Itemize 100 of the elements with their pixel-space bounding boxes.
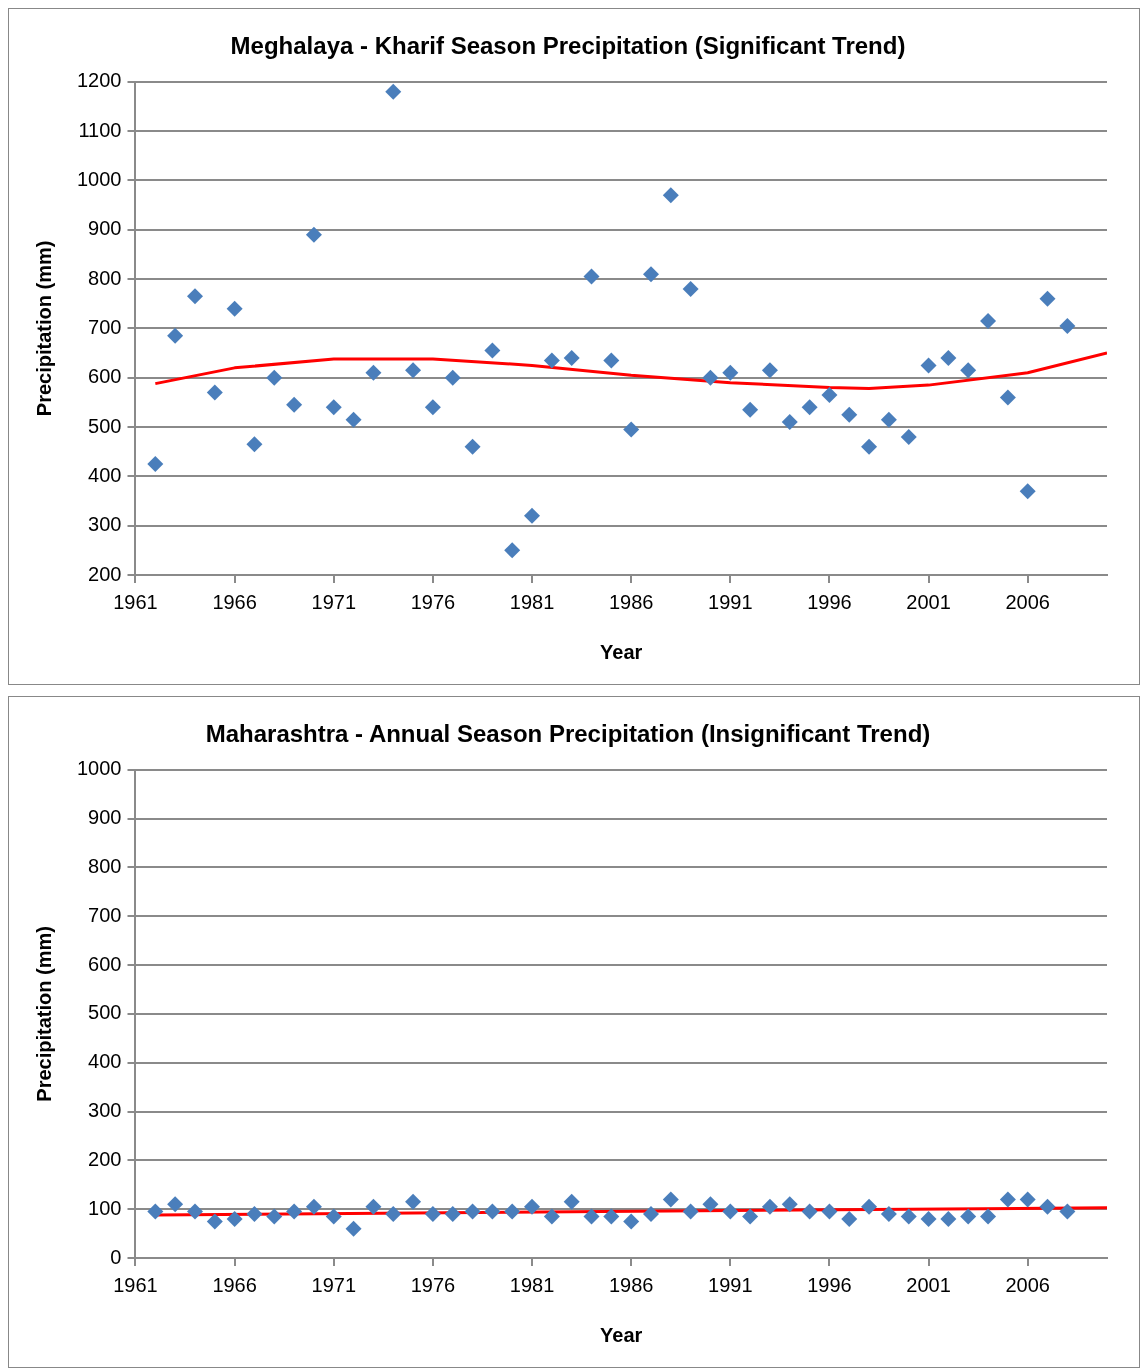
point xyxy=(504,542,521,559)
point xyxy=(543,352,560,369)
x-axis-title: Year xyxy=(600,640,643,663)
point xyxy=(742,1208,759,1225)
point xyxy=(305,226,322,243)
y-tick-label: 800 xyxy=(88,266,122,289)
y-tick-label: 700 xyxy=(88,315,122,338)
x-tick-label: 1961 xyxy=(113,590,158,613)
point xyxy=(186,1203,203,1220)
y-tick-label: 1000 xyxy=(76,757,122,780)
x-tick-label: 1971 xyxy=(311,590,357,613)
point xyxy=(999,389,1016,406)
point xyxy=(880,1206,897,1223)
point xyxy=(385,83,402,100)
point xyxy=(623,1213,640,1230)
point xyxy=(266,369,283,386)
point xyxy=(940,1210,957,1227)
point xyxy=(1019,1191,1036,1208)
point xyxy=(880,411,897,428)
point xyxy=(801,1203,818,1220)
x-tick-label: 1986 xyxy=(608,590,654,613)
point xyxy=(167,327,184,344)
y-tick-label: 600 xyxy=(88,365,122,388)
y-tick-label: 500 xyxy=(88,1001,122,1024)
y-tick-label: 800 xyxy=(88,854,122,877)
point xyxy=(563,1193,580,1210)
point xyxy=(960,362,977,379)
y-tick-label: 900 xyxy=(88,217,122,240)
y-tick-label: 400 xyxy=(88,463,122,486)
point xyxy=(464,1203,481,1220)
point xyxy=(603,352,620,369)
point xyxy=(325,1208,342,1225)
point xyxy=(682,1203,699,1220)
y-tick-label: 1000 xyxy=(76,167,122,190)
y-axis-title: Precipitation (mm) xyxy=(32,926,55,1102)
x-tick-label: 1981 xyxy=(509,1273,555,1296)
point xyxy=(702,369,719,386)
x-tick-label: 1966 xyxy=(212,1273,257,1296)
point xyxy=(821,1203,838,1220)
point xyxy=(504,1203,521,1220)
y-axis-title: Precipitation (mm) xyxy=(32,240,55,417)
point xyxy=(186,288,203,305)
point xyxy=(464,438,481,455)
point xyxy=(246,436,263,453)
point xyxy=(266,1208,283,1225)
point xyxy=(206,384,223,401)
point xyxy=(147,1203,164,1220)
point xyxy=(900,428,917,445)
point xyxy=(286,396,303,413)
point xyxy=(524,507,541,524)
point xyxy=(980,1208,997,1225)
point xyxy=(345,1220,362,1237)
y-tick-label: 400 xyxy=(88,1050,122,1073)
point xyxy=(920,1210,937,1227)
y-tick-label: 300 xyxy=(88,1099,122,1122)
x-tick-label: 1991 xyxy=(708,1273,753,1296)
point xyxy=(226,1210,243,1227)
point xyxy=(960,1208,977,1225)
point xyxy=(761,1198,778,1215)
point xyxy=(722,1203,739,1220)
x-tick-label: 1986 xyxy=(608,1273,654,1296)
point xyxy=(583,268,600,285)
x-tick-label: 1976 xyxy=(410,590,456,613)
point xyxy=(1059,317,1076,334)
point xyxy=(623,421,640,438)
point xyxy=(1059,1203,1076,1220)
point xyxy=(543,1208,560,1225)
point xyxy=(365,364,382,381)
y-tick-label: 700 xyxy=(88,903,122,926)
point xyxy=(444,1206,461,1223)
chart-title: Meghalaya - Kharif Season Precipitation (Significant Trend) xyxy=(230,32,906,60)
point xyxy=(405,362,422,379)
point xyxy=(484,342,501,359)
point xyxy=(1019,483,1036,500)
point xyxy=(722,364,739,381)
y-tick-label: 1100 xyxy=(78,118,122,141)
point xyxy=(761,362,778,379)
point xyxy=(999,1191,1016,1208)
point xyxy=(583,1208,600,1225)
point xyxy=(424,1206,441,1223)
point xyxy=(821,386,838,403)
point xyxy=(444,369,461,386)
point xyxy=(662,1191,679,1208)
point xyxy=(524,1198,541,1215)
x-axis-title: Year xyxy=(600,1323,643,1346)
x-tick-label: 1976 xyxy=(410,1273,456,1296)
point xyxy=(405,1193,422,1210)
point xyxy=(642,1206,659,1223)
point xyxy=(246,1206,263,1223)
point xyxy=(781,1196,798,1213)
chart-title: Maharashtra - Annual Season Precipitation (Insignificant Trend) xyxy=(205,720,931,748)
x-tick-label: 1996 xyxy=(807,590,852,613)
x-tick-label: 2001 xyxy=(906,590,951,613)
point xyxy=(286,1203,303,1220)
point xyxy=(365,1198,382,1215)
point xyxy=(642,266,659,283)
point xyxy=(345,411,362,428)
x-tick-label: 1966 xyxy=(212,590,257,613)
x-tick-label: 2006 xyxy=(1005,590,1050,613)
x-tick-label: 1991 xyxy=(708,590,753,613)
